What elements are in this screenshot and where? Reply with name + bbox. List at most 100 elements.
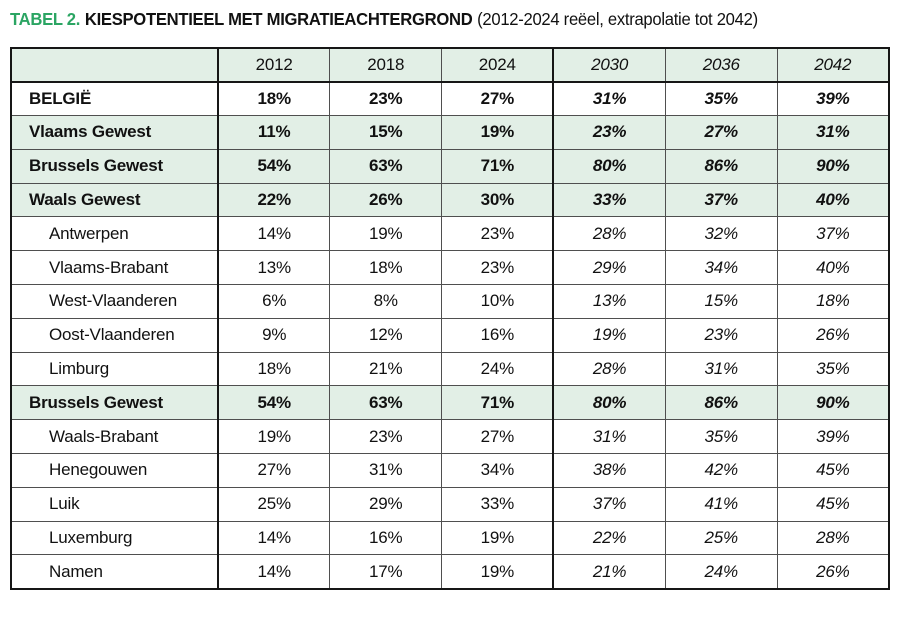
value-cell: 23%: [441, 250, 555, 286]
value-cell: 19%: [441, 554, 555, 590]
row-label-cell: Vlaams Gewest: [10, 115, 219, 150]
value-cell: 23%: [441, 216, 555, 252]
value-cell: 38%: [552, 453, 666, 488]
value-cell: 21%: [552, 554, 666, 590]
value-cell: 63%: [329, 148, 443, 184]
row-label-cell: Waals-Brabant: [10, 419, 219, 455]
row-label-cell: Oost-Vlaanderen: [10, 317, 219, 353]
value-cell: 27%: [217, 453, 331, 488]
value-cell: 30%: [441, 182, 555, 218]
value-cell: 10%: [441, 284, 555, 319]
value-cell: 14%: [217, 520, 331, 556]
value-cell: 45%: [776, 453, 890, 488]
value-cell: 28%: [776, 520, 890, 556]
value-cell: 19%: [552, 317, 666, 353]
value-cell: 86%: [664, 148, 778, 184]
value-cell: 29%: [329, 486, 443, 522]
value-cell: 22%: [552, 520, 666, 556]
value-cell: 45%: [776, 486, 890, 522]
year-header-2012: 2012: [217, 47, 331, 83]
row-label-cell: Luxemburg: [10, 520, 219, 556]
value-cell: 34%: [664, 250, 778, 286]
value-cell: 14%: [217, 216, 331, 252]
value-cell: 33%: [552, 182, 666, 218]
table-row: Vlaams-Brabant 13% 18% 23% 29% 34% 40%: [10, 250, 890, 286]
row-label-cell: Luik: [10, 486, 219, 522]
table-body: BELGIË 18% 23% 27% 31% 35% 39% Vlaams Gewest 11%…: [10, 81, 890, 590]
value-cell: 63%: [329, 385, 443, 421]
value-cell: 19%: [329, 216, 443, 252]
table-row: Luxemburg 14% 16% 19% 22% 25% 28%: [10, 520, 890, 556]
value-cell: 39%: [776, 419, 890, 455]
value-cell: 41%: [664, 486, 778, 522]
row-label-cell: Henegouwen: [10, 453, 219, 488]
value-cell: 80%: [552, 385, 666, 421]
year-header-2024: 2024: [441, 47, 555, 83]
table-row: West-Vlaanderen 6% 8% 10% 13% 15% 18%: [10, 284, 890, 319]
value-cell: 15%: [664, 284, 778, 319]
value-cell: 23%: [329, 81, 443, 117]
table-row: BELGIË 18% 23% 27% 31% 35% 39%: [10, 81, 890, 117]
row-label-cell: Antwerpen: [10, 216, 219, 252]
row-label-cell: Waals Gewest: [10, 182, 219, 218]
year-header-2030: 2030: [552, 47, 666, 83]
value-cell: 22%: [217, 182, 331, 218]
value-cell: 31%: [552, 81, 666, 117]
value-cell: 31%: [776, 115, 890, 150]
table-row: Limburg 18% 21% 24% 28% 31% 35%: [10, 351, 890, 387]
value-cell: 42%: [664, 453, 778, 488]
value-cell: 26%: [776, 317, 890, 353]
value-cell: 28%: [552, 351, 666, 387]
value-cell: 37%: [664, 182, 778, 218]
table-row: Antwerpen 14% 19% 23% 28% 32% 37%: [10, 216, 890, 252]
year-header-2042: 2042: [776, 47, 890, 83]
value-cell: 54%: [217, 385, 331, 421]
value-cell: 8%: [329, 284, 443, 319]
value-cell: 90%: [776, 148, 890, 184]
value-cell: 21%: [329, 351, 443, 387]
table-row: Brussels Gewest 54% 63% 71% 80% 86% 90%: [10, 148, 890, 184]
value-cell: 71%: [441, 148, 555, 184]
table-number-label: TABEL 2.: [10, 9, 81, 29]
value-cell: 11%: [217, 115, 331, 150]
value-cell: 37%: [552, 486, 666, 522]
value-cell: 19%: [441, 115, 555, 150]
value-cell: 37%: [776, 216, 890, 252]
value-cell: 31%: [329, 453, 443, 488]
value-cell: 25%: [664, 520, 778, 556]
value-cell: 31%: [552, 419, 666, 455]
value-cell: 90%: [776, 385, 890, 421]
data-table: 2012 2018 2024 2030 2036 2042 BELGIË 18% 23% 27%…: [10, 47, 890, 590]
value-cell: 18%: [217, 351, 331, 387]
table-row: Vlaams Gewest 11% 15% 19% 23% 27% 31%: [10, 115, 890, 150]
year-header-2036: 2036: [664, 47, 778, 83]
value-cell: 18%: [329, 250, 443, 286]
table-row: Waals-Brabant 19% 23% 27% 31% 35% 39%: [10, 419, 890, 455]
value-cell: 9%: [217, 317, 331, 353]
value-cell: 23%: [329, 419, 443, 455]
value-cell: 33%: [441, 486, 555, 522]
value-cell: 71%: [441, 385, 555, 421]
table-row: Oost-Vlaanderen 9% 12% 16% 19% 23% 26%: [10, 317, 890, 353]
value-cell: 12%: [329, 317, 443, 353]
value-cell: 40%: [776, 250, 890, 286]
value-cell: 39%: [776, 81, 890, 117]
value-cell: 54%: [217, 148, 331, 184]
value-cell: 26%: [776, 554, 890, 590]
year-header-2018: 2018: [329, 47, 443, 83]
table-row: Waals Gewest 22% 26% 30% 33% 37% 40%: [10, 182, 890, 218]
value-cell: 40%: [776, 182, 890, 218]
value-cell: 25%: [217, 486, 331, 522]
value-cell: 19%: [217, 419, 331, 455]
value-cell: 17%: [329, 554, 443, 590]
value-cell: 24%: [664, 554, 778, 590]
table-row: Henegouwen 27% 31% 34% 38% 42% 45%: [10, 453, 890, 488]
table-row: Brussels Gewest 54% 63% 71% 80% 86% 90%: [10, 385, 890, 421]
value-cell: 23%: [664, 317, 778, 353]
value-cell: 31%: [664, 351, 778, 387]
value-cell: 27%: [664, 115, 778, 150]
table-heading: KIESPOTENTIEEL MET MIGRATIEACHTERGROND: [84, 9, 473, 29]
value-cell: 35%: [664, 81, 778, 117]
row-label-cell: BELGIË: [10, 81, 219, 117]
